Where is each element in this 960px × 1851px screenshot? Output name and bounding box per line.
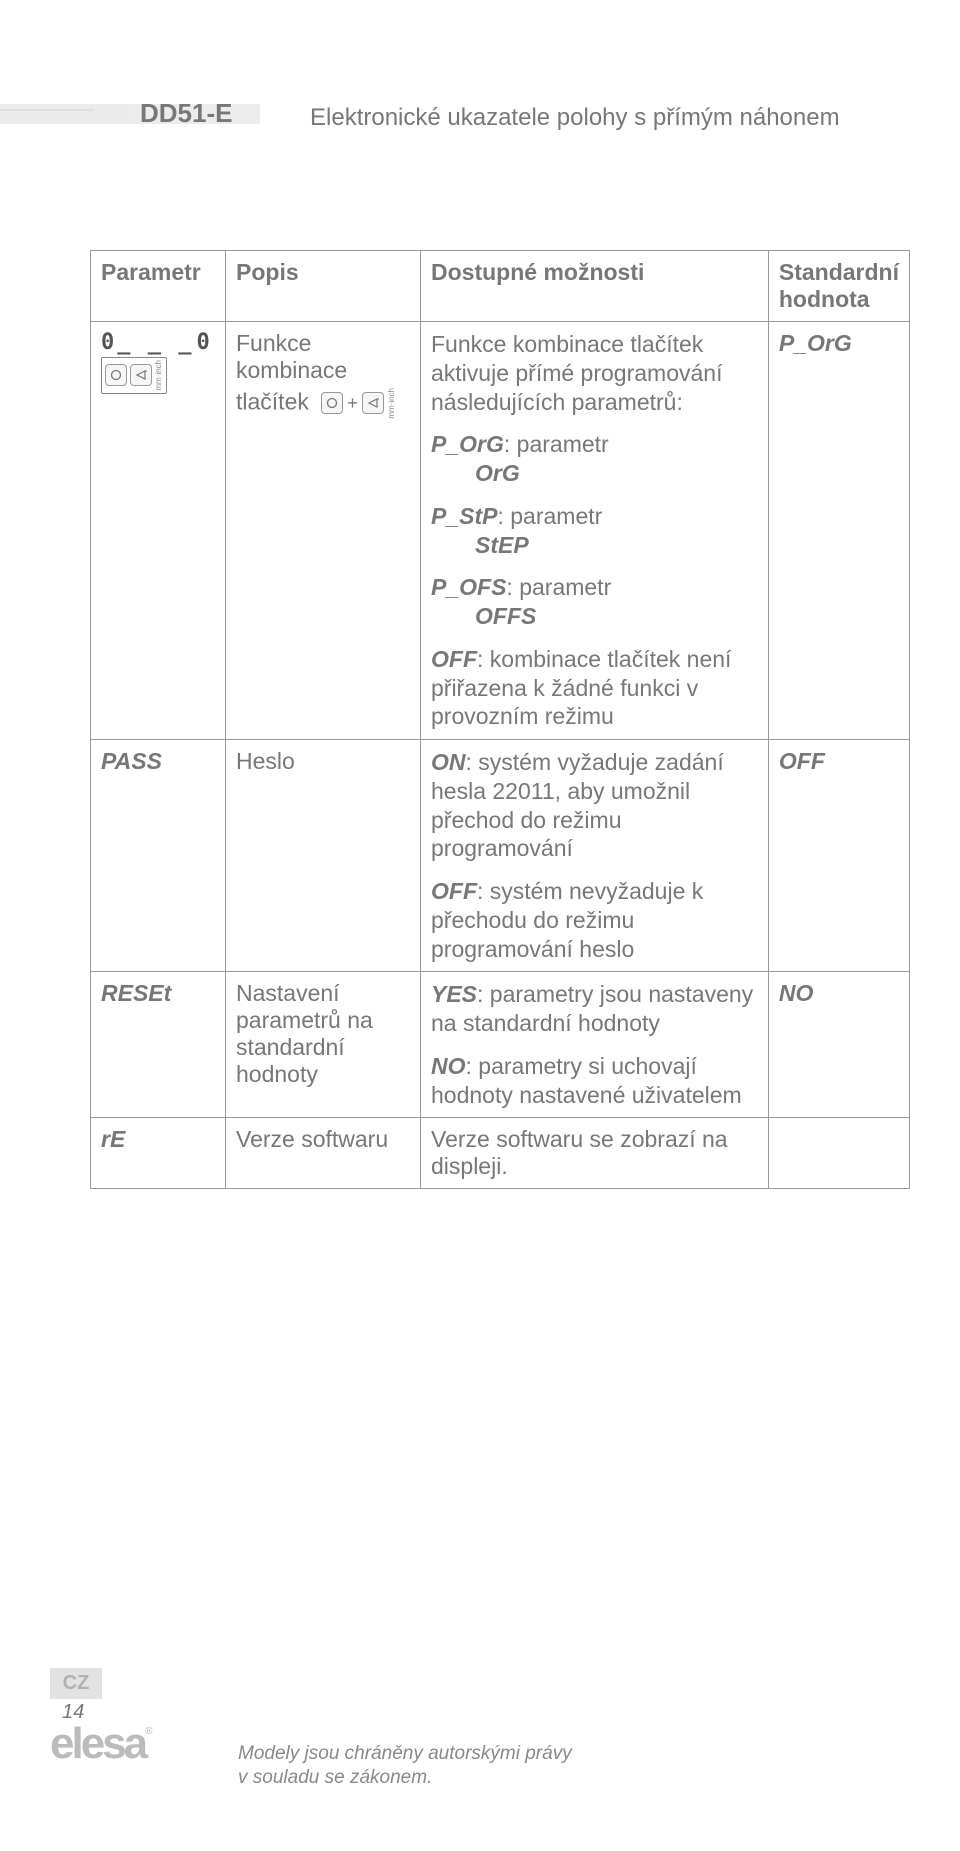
cell-default: OFF	[768, 740, 909, 972]
opt-val: StEP	[431, 531, 758, 560]
table-row: PASS Heslo ON: systém vyžaduje zadání he…	[91, 740, 910, 972]
opt-key: P_OrG	[431, 431, 504, 457]
cell-options: ON: systém vyžaduje zadání hesla 22011, …	[421, 740, 769, 972]
th-description: Popis	[226, 251, 421, 322]
cell-default: P_OrG	[768, 322, 909, 740]
table-row: rE Verze softwaru Verze softwaru se zobr…	[91, 1118, 910, 1189]
opt-text: : parametr	[506, 574, 611, 600]
cell-parameter: RESEt	[91, 972, 226, 1118]
cell-parameter: 0_ _ _0 mm·inch	[91, 322, 226, 740]
opt-text: : parametr	[497, 503, 602, 529]
opt-key: OFF	[431, 646, 477, 672]
logo-text: elesa	[50, 1719, 145, 1768]
cell-options: Verze softwaru se zobrazí na displeji.	[421, 1118, 769, 1189]
opt-key: P_OFS	[431, 574, 506, 600]
option-intro: Funkce kombinace tlačítek aktivuje přímé…	[431, 330, 758, 416]
lcd-segment-icon: 0_ _ _0 mm·inch	[101, 330, 215, 394]
opt-text: : systém vyžaduje zadání hesla 22011, ab…	[431, 749, 724, 861]
cell-options: Funkce kombinace tlačítek aktivuje přímé…	[421, 322, 769, 740]
opt-key: OFF	[431, 878, 477, 904]
language-badge: CZ	[50, 1668, 102, 1699]
cell-default: NO	[768, 972, 909, 1118]
table-row: 0_ _ _0 mm·inch Funkce kombinace tlačíte…	[91, 322, 910, 740]
cell-description: Heslo	[226, 740, 421, 972]
opt-key: P_StP	[431, 503, 497, 529]
th-default: Standardní hodnota	[768, 251, 909, 322]
copyright-note: Modely jsou chráněny autorskými právy v …	[238, 1726, 572, 1791]
cell-options: YES: parametry jsou nastaveny na standar…	[421, 972, 769, 1118]
table-row: RESEt Nastavení parametrů na standardní …	[91, 972, 910, 1118]
button-combo-icon: + mm·inch	[321, 388, 396, 419]
opt-key: NO	[431, 1053, 466, 1079]
opt-val: OFFS	[431, 602, 758, 631]
parameter-table: Parametr Popis Dostupné možnosti Standar…	[90, 250, 910, 1189]
note-line: Modely jsou chráněny autorskými právy	[238, 1743, 572, 1764]
th-options: Dostupné možnosti	[421, 251, 769, 322]
cell-parameter: rE	[91, 1118, 226, 1189]
cell-default	[768, 1118, 909, 1189]
opt-text: : kombinace tlačítek není přiřazena k žá…	[431, 646, 731, 730]
page-title: Elektronické ukazatele polohy s přímým n…	[310, 104, 840, 132]
opt-val: OrG	[431, 459, 758, 488]
cell-description: Funkce kombinace tlačítek + mm·inch	[226, 322, 421, 740]
page-number: 14	[62, 1701, 900, 1724]
page-header: DD51-E Elektronické ukazatele polohy s p…	[60, 60, 900, 130]
opt-text: : parametry si uchovají hodnoty nastaven…	[431, 1053, 742, 1108]
elesa-logo: elesa®	[50, 1726, 220, 1763]
cell-description: Nastavení parametrů na standardní hodnot…	[226, 972, 421, 1118]
opt-key: ON	[431, 749, 466, 775]
cell-parameter: PASS	[91, 740, 226, 972]
opt-text: : parametr	[504, 431, 609, 457]
opt-text: : parametry jsou nastaveny na standardní…	[431, 981, 753, 1036]
cell-description: Verze softwaru	[226, 1118, 421, 1189]
page-footer: CZ 14 elesa® Modely jsou chráněny autors…	[50, 1668, 900, 1791]
opt-key: YES	[431, 981, 477, 1007]
product-code: DD51-E	[140, 98, 232, 129]
th-parameter: Parametr	[91, 251, 226, 322]
note-line: v souladu se zákonem.	[238, 1767, 432, 1788]
